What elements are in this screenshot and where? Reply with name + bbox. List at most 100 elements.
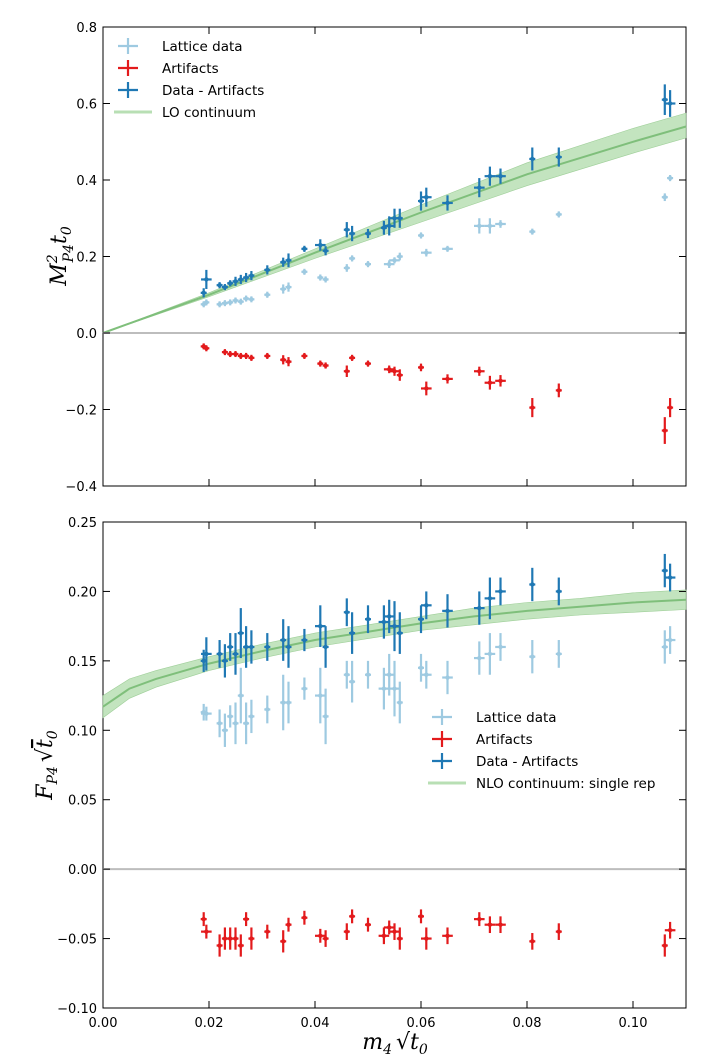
- y-tick-label: −0.4: [65, 480, 97, 495]
- data-point: [343, 660, 350, 689]
- data-point: [221, 300, 228, 307]
- data-point: [322, 626, 329, 668]
- data-point: [484, 577, 496, 620]
- y-tick-label: 0.6: [76, 98, 97, 113]
- data-point: [237, 352, 244, 359]
- data-point: [285, 681, 292, 724]
- data-point: [343, 264, 350, 272]
- data-point: [232, 702, 239, 745]
- data-point: [442, 927, 453, 945]
- data-point: [396, 612, 403, 654]
- data-point: [301, 910, 308, 925]
- data-point: [418, 232, 424, 239]
- data-point: [495, 577, 506, 606]
- bottom-x-ticks: 0.00 0.02 0.04 0.06 0.08 0.10: [89, 522, 648, 1031]
- legend-entry: Artifacts: [118, 60, 219, 77]
- data-point: [484, 166, 496, 186]
- y-tick-label: 0.10: [68, 724, 97, 739]
- data-point: [495, 916, 506, 934]
- data-point: [661, 417, 668, 444]
- data-point: [301, 268, 308, 275]
- data-point: [248, 630, 255, 664]
- data-point: [264, 352, 271, 359]
- x-tick-label: 0.04: [301, 1016, 330, 1031]
- data-point: [555, 383, 562, 398]
- data-point: [349, 909, 356, 924]
- data-point: [421, 927, 432, 950]
- data-point: [418, 363, 424, 372]
- data-point: [389, 257, 400, 264]
- x-tick-label: 0.06: [407, 1016, 436, 1031]
- data-point: [421, 248, 432, 257]
- data-point: [216, 709, 223, 738]
- data-point: [349, 255, 356, 262]
- data-point: [555, 147, 562, 167]
- data-point: [243, 702, 250, 745]
- data-point: [227, 705, 234, 728]
- legend-entry: Lattice data: [118, 38, 243, 55]
- data-point: [301, 352, 308, 359]
- data-point: [661, 84, 668, 115]
- data-point: [237, 298, 244, 305]
- data-point: [280, 930, 287, 953]
- data-point: [555, 640, 562, 668]
- data-point: [529, 567, 536, 602]
- data-point: [203, 299, 210, 306]
- data-point: [315, 667, 326, 724]
- data-point: [203, 345, 210, 352]
- bottom-series: [200, 553, 676, 957]
- data-point: [322, 276, 329, 283]
- data-point: [243, 912, 250, 927]
- data-point: [243, 295, 250, 302]
- data-point: [248, 354, 255, 361]
- data-point: [389, 366, 400, 376]
- y-tick-label: 0.25: [68, 516, 97, 531]
- data-point: [418, 653, 424, 682]
- legend-entry: Artifacts: [432, 731, 533, 748]
- legend-label: Data - Artifacts: [476, 754, 578, 770]
- top-panel: −0.4 −0.2 0.0 0.2 0.4 0.6 0.8 M2P4t0 Lattice d…: [45, 21, 687, 495]
- data-point: [484, 375, 496, 390]
- data-point: [349, 354, 356, 361]
- data-point: [201, 637, 212, 671]
- x-tick-label: 0.10: [619, 1016, 648, 1031]
- data-point: [495, 220, 506, 228]
- data-point: [216, 640, 223, 668]
- x-tick-label: 0.08: [513, 1016, 542, 1031]
- data-point: [227, 299, 234, 306]
- data-point: [555, 577, 562, 606]
- data-point: [349, 225, 356, 242]
- data-point: [421, 591, 432, 620]
- data-point: [365, 917, 371, 932]
- data-point: [232, 927, 239, 950]
- data-point: [264, 265, 271, 275]
- data-point: [529, 933, 536, 950]
- data-point: [474, 912, 485, 927]
- data-point: [201, 706, 212, 721]
- data-point: [555, 923, 562, 940]
- bottom-plot-frame: [102, 521, 687, 1009]
- legend-entry: Lattice data: [432, 709, 557, 726]
- legend-label: Lattice data: [476, 710, 557, 726]
- data-point: [248, 699, 255, 734]
- data-point: [243, 626, 250, 668]
- legend-label: Data - Artifacts: [162, 83, 264, 99]
- data-point: [529, 398, 536, 418]
- data-point: [280, 619, 287, 661]
- data-point: [664, 563, 676, 592]
- data-point: [474, 366, 485, 376]
- data-point: [529, 147, 536, 171]
- y-tick-label: 0.20: [68, 585, 97, 600]
- legend-label: Lattice data: [162, 39, 243, 55]
- data-point: [301, 677, 308, 700]
- bottom-y-axis-label: FP4√t0: [33, 730, 61, 800]
- bottom-legend: Lattice data Artifacts Data - Artifacts NLO…: [428, 709, 655, 792]
- data-point: [378, 605, 390, 639]
- data-point: [396, 369, 403, 381]
- data-point: [264, 924, 271, 939]
- data-point: [317, 274, 324, 281]
- bottom-y-ticks: −0.10 −0.05 0.00 0.05 0.10 0.15 0.20 0.25: [57, 516, 686, 1017]
- data-point: [264, 291, 271, 298]
- data-point: [365, 660, 371, 689]
- data-point: [280, 355, 287, 365]
